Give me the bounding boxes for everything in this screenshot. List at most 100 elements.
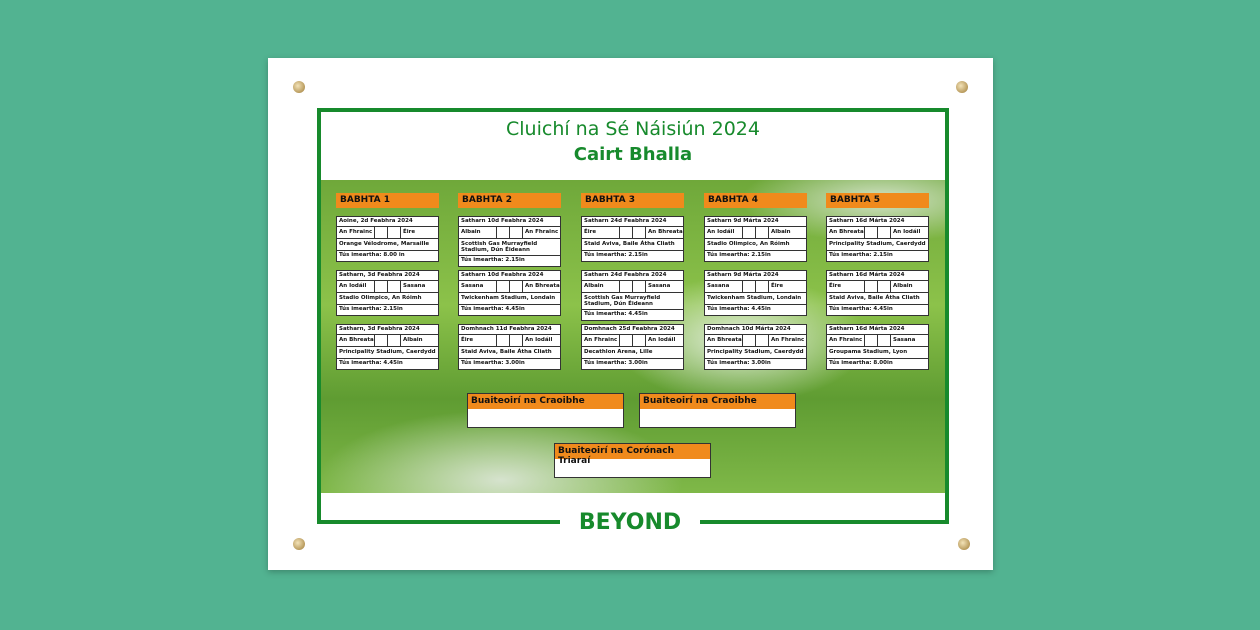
away-score-box — [388, 281, 401, 292]
kickoff-time: Tús imeartha: 3.00in — [707, 360, 771, 366]
match-venue: Stadio Olimpico, An Róimh — [705, 239, 806, 251]
home-score-box — [865, 227, 878, 238]
home-team: An Iodáil — [705, 227, 743, 238]
score-row: Albain Sasana — [582, 281, 683, 293]
home-team: An Fhrainc — [337, 227, 375, 238]
winners-box-2: Buaiteoirí na Craoibhe — [639, 393, 796, 428]
match-date: Satharn 24d Feabhra 2024 — [582, 217, 683, 227]
winners-blank — [468, 409, 623, 427]
away-team: An Fhrainc — [771, 337, 805, 343]
match-date: Satharn 16d Márta 2024 — [827, 217, 928, 227]
away-team: Albain — [893, 283, 913, 289]
away-score-box — [633, 281, 646, 292]
home-score-box — [375, 227, 388, 238]
match-venue: Twickenham Stadium, Londain — [705, 293, 806, 305]
kickoff-time: Tús imeartha: 2.15in — [707, 252, 771, 258]
match-venue: Stadio Olimpico, An Róimh — [337, 293, 438, 305]
home-score-box — [743, 227, 756, 238]
kickoff-time: Tús imeartha: 8.00 in — [339, 252, 405, 258]
match-venue: Principality Stadium, Caerdydd — [705, 347, 806, 359]
score-row: An Fhrainc Sasana — [827, 335, 928, 347]
match-card: Aoine, 2d Feabhra 2024 An Fhrainc Éire Or… — [336, 216, 439, 262]
away-score-box — [878, 281, 891, 292]
round-header: BABHTA 3 — [581, 193, 684, 208]
home-score-box — [865, 335, 878, 346]
score-row: Éire Albain — [827, 281, 928, 293]
round-header: BABHTA 4 — [704, 193, 807, 208]
away-team: An Bhreatain Bheag — [648, 229, 683, 235]
match-card: Satharn 10d Feabhra 2024 Albain An Fhrain… — [458, 216, 561, 267]
kickoff-time: Tús imeartha: 2.15in — [584, 252, 648, 258]
home-team: Éire — [459, 335, 497, 346]
score-row: An Iodáil Albain — [705, 227, 806, 239]
away-team: An Iodáil — [893, 229, 921, 235]
match-card: Domhnach 11d Feabhra 2024 Éire An Iodáil … — [458, 324, 561, 370]
kickoff-time: Tús imeartha: 4.45in — [339, 360, 403, 366]
home-team: Sasana — [705, 281, 743, 292]
kickoff-time: Tús imeartha: 4.45in — [461, 306, 525, 312]
match-card: Satharn 16d Márta 2024 An Bhreatain Bhea… — [826, 216, 929, 262]
away-team: Sasana — [893, 337, 916, 343]
kickoff-time: Tús imeartha: 3.00in — [584, 360, 648, 366]
score-row: Éire An Iodáil — [459, 335, 560, 347]
home-score-box — [375, 281, 388, 292]
home-score-box — [865, 281, 878, 292]
match-venue: Scottish Gas Murrayfield Stadium, Dún Éi… — [459, 239, 560, 256]
score-row: An Bhreatain Bheag An Iodáil — [827, 227, 928, 239]
home-team: An Bhreatain Bheag — [705, 335, 743, 346]
away-score-box — [756, 227, 769, 238]
away-score-box — [878, 227, 891, 238]
score-row: An Fhrainc An Iodáil — [582, 335, 683, 347]
screw-icon — [956, 81, 968, 93]
score-row: An Iodáil Sasana — [337, 281, 438, 293]
away-team: Albain — [403, 337, 423, 343]
home-score-box — [620, 281, 633, 292]
match-date: Satharn 16d Márta 2024 — [827, 271, 928, 281]
home-team: Albain — [582, 281, 620, 292]
home-team: An Iodáil — [337, 281, 375, 292]
away-score-box — [388, 227, 401, 238]
kickoff-time: Tús imeartha: 4.45in — [584, 311, 648, 317]
winners-label: Buaiteoirí na Craoibhe — [468, 394, 623, 409]
score-row: Sasana An Bhreatain Bheag — [459, 281, 560, 293]
screw-icon — [293, 538, 305, 550]
screw-icon — [293, 81, 305, 93]
match-date: Satharn 9d Márta 2024 — [705, 217, 806, 227]
kickoff-time: Tús imeartha: 2.15in — [339, 306, 403, 312]
round-header: BABHTA 1 — [336, 193, 439, 208]
home-team: Albain — [459, 227, 497, 238]
away-team: Éire — [403, 229, 416, 235]
home-team: Éire — [582, 227, 620, 238]
match-venue: Principality Stadium, Caerdydd — [337, 347, 438, 359]
match-card: Satharn 16d Márta 2024 An Fhrainc Sasana … — [826, 324, 929, 370]
home-score-box — [620, 335, 633, 346]
away-team: An Bhreatain Bheag — [525, 283, 560, 289]
brand-logo: BEYOND — [560, 504, 700, 540]
match-card: Domhnach 25d Feabhra 2024 An Fhrainc An I… — [581, 324, 684, 370]
home-score-box — [743, 281, 756, 292]
match-venue: Staid Aviva, Baile Átha Cliath — [827, 293, 928, 305]
home-score-box — [497, 281, 510, 292]
home-team: An Fhrainc — [827, 335, 865, 346]
winners-label: Buaiteoirí na Craoibhe — [640, 394, 795, 409]
match-venue: Orange Vélodrome, Marsaille — [337, 239, 438, 251]
brand-text: BEYOND — [578, 509, 682, 535]
triple-crown-box: Buaiteoirí na Corónach Triaraí — [554, 443, 711, 478]
away-team: Sasana — [648, 283, 671, 289]
match-venue: Principality Stadium, Caerdydd — [827, 239, 928, 251]
chart-subtitle: Cairt Bhalla — [573, 144, 693, 165]
match-venue: Twickenham Stadium, Londain — [459, 293, 560, 305]
match-date: Satharn, 3d Feabhra 2024 — [337, 271, 438, 281]
away-score-box — [388, 335, 401, 346]
match-venue: Staid Aviva, Baile Átha Cliath — [459, 347, 560, 359]
match-date: Satharn 16d Márta 2024 — [827, 325, 928, 335]
match-date: Satharn 10d Feabhra 2024 — [459, 271, 560, 281]
match-date: Satharn 24d Feabhra 2024 — [582, 271, 683, 281]
away-team: An Fhrainc — [525, 229, 559, 235]
home-team: Éire — [827, 281, 865, 292]
kickoff-time: Tús imeartha: 2.15in — [829, 252, 893, 258]
away-team: Albain — [771, 229, 791, 235]
away-team: Éire — [771, 283, 784, 289]
match-venue: Scottish Gas Murrayfield Stadium, Dún Éi… — [582, 293, 683, 310]
match-card: Satharn 9d Márta 2024 An Iodáil Albain St… — [704, 216, 807, 262]
